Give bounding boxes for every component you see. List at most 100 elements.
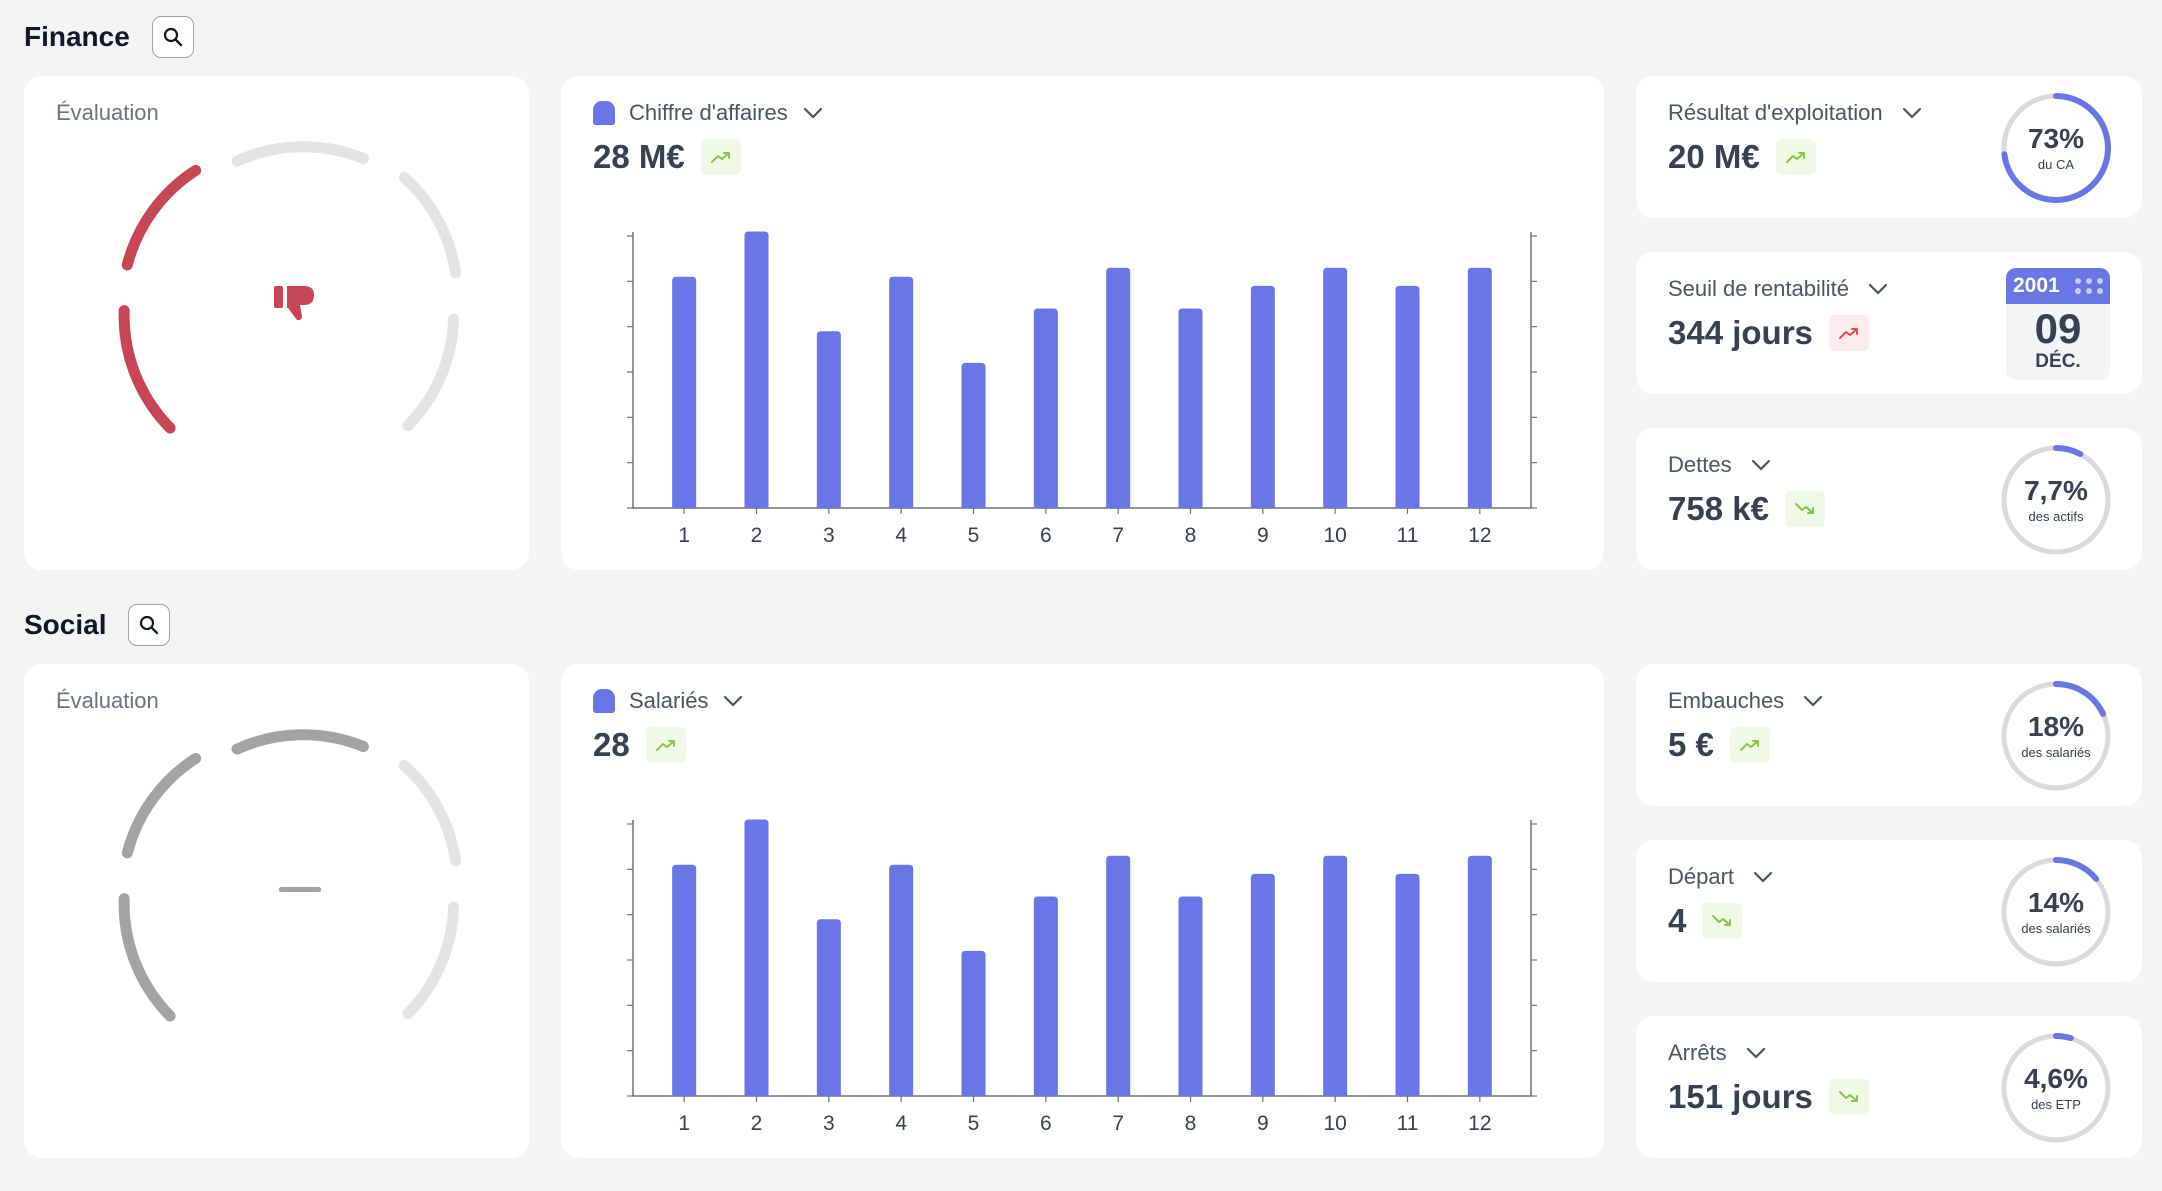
section-title-finance: Finance xyxy=(24,16,194,58)
kpi-value-row: 344 jours xyxy=(1668,314,1869,352)
chart-header[interactable]: Chiffre d'affaires xyxy=(593,100,824,126)
x-tick-label: 12 xyxy=(1468,1112,1491,1135)
kpi-label[interactable]: Embauches xyxy=(1668,688,1824,714)
chevron-down-icon xyxy=(803,107,822,119)
kpi-value: 151 jours xyxy=(1668,1078,1813,1115)
x-tick-label: 8 xyxy=(1185,1112,1197,1135)
x-tick-label: 1 xyxy=(678,524,690,547)
bar-12 xyxy=(1467,855,1492,1096)
bar-3 xyxy=(816,331,841,508)
x-tick-label: 3 xyxy=(823,1112,835,1135)
kpi-label[interactable]: Dettes xyxy=(1668,452,1772,478)
kpi-label[interactable]: Résultat d'exploitation xyxy=(1668,100,1923,126)
calendar-day: 09 xyxy=(2034,305,2082,352)
trend-badge xyxy=(1784,491,1825,527)
kpi-value: 5 € xyxy=(1668,726,1714,763)
trend-up-icon xyxy=(1785,152,1805,163)
chevron-down-icon xyxy=(1902,107,1921,119)
social-search-button[interactable] xyxy=(128,604,171,646)
finance-evaluation-card: Évaluation xyxy=(24,76,529,570)
bar-6 xyxy=(1033,308,1058,508)
trend-badge xyxy=(1828,315,1869,351)
x-tick-label: 4 xyxy=(895,524,907,547)
x-tick-label: 2 xyxy=(751,1112,763,1135)
ring-percent: 7,7% xyxy=(2024,474,2088,506)
bar-7 xyxy=(1106,855,1131,1096)
ring-caption: des actifs xyxy=(2028,508,2084,524)
kpi-label[interactable]: Seuil de rentabilité xyxy=(1668,276,1889,302)
calendar-header: 2001 xyxy=(2006,268,2110,304)
x-tick-label: 7 xyxy=(1112,1112,1124,1135)
kpi-label[interactable]: Départ xyxy=(1668,864,1774,890)
ring-progress-arc xyxy=(2001,445,2111,555)
ring-text: 14% des salariés xyxy=(1998,854,2114,970)
x-tick-label: 5 xyxy=(968,524,980,547)
kpi-card-operating-result: Résultat d'exploitation 20 M€ 73% du CA xyxy=(1636,76,2142,218)
kpi-label[interactable]: Arrêts xyxy=(1668,1040,1767,1066)
ring-progress-arc xyxy=(2001,1033,2111,1143)
section-title-label: Social xyxy=(24,609,107,640)
dash-icon xyxy=(279,887,321,892)
bar-5 xyxy=(961,950,986,1096)
revenue-bar-chart: 1 2 3 4 5 6 7 8 9 10 11 12 xyxy=(627,231,1537,547)
calendar-dots-icon xyxy=(2075,278,2103,294)
calendar-month: DÉC. xyxy=(2035,351,2081,372)
chart-metric-label: Salariés xyxy=(629,688,709,713)
kpi-card-hires: Embauches 5 € 18% des salariés xyxy=(1636,664,2142,806)
ring-percent: 18% xyxy=(2027,710,2085,742)
employees-bar-chart: 1 2 3 4 5 6 7 8 9 10 11 12 xyxy=(627,819,1537,1135)
chart-value-row: 28 M€ xyxy=(593,138,741,176)
ring-text: 73% du CA xyxy=(1998,90,2114,206)
section-title-label: Finance xyxy=(24,21,130,52)
bar-5 xyxy=(961,362,986,508)
bar-1 xyxy=(672,276,697,508)
legend-swatch xyxy=(593,689,615,713)
kpi-card-debts: Dettes 758 k€ 7,7% des actifs xyxy=(1636,428,2142,570)
x-tick-label: 7 xyxy=(1112,524,1124,547)
ring-text: 4,6% des ETP xyxy=(1998,1030,2114,1146)
chevron-down-icon xyxy=(724,695,743,707)
ring-caption: des ETP xyxy=(2031,1096,2081,1112)
trend-badge xyxy=(700,139,741,175)
kpi-label-text: Départ xyxy=(1668,864,1735,889)
trend-down-icon xyxy=(1838,1091,1858,1102)
x-tick-label: 4 xyxy=(895,1112,907,1135)
ring-text: 7,7% des actifs xyxy=(1998,442,2114,558)
ring-percent: 4,6% xyxy=(2024,1062,2088,1094)
thumbs-down-icon xyxy=(274,286,314,321)
trend-badge xyxy=(1828,1079,1869,1115)
progress-ring xyxy=(2001,681,2111,791)
kpi-card-departures: Départ 4 14% des salariés xyxy=(1636,840,2142,982)
bar-8 xyxy=(1178,896,1203,1096)
trend-up-icon xyxy=(710,152,730,163)
bar-12 xyxy=(1467,267,1492,508)
social-employees-card: Salariés 28 1 2 3 4 5 6 7 8 9 10 11 12 xyxy=(561,664,1604,1158)
kpi-value: 4 xyxy=(1668,902,1687,939)
kpi-value-row: 4 xyxy=(1668,902,1743,940)
x-tick-label: 11 xyxy=(1397,524,1419,547)
chart-header[interactable]: Salariés xyxy=(593,688,744,714)
kpi-label-text: Arrêts xyxy=(1668,1040,1727,1065)
x-tick-label: 3 xyxy=(823,524,835,547)
progress-ring xyxy=(2001,1033,2111,1143)
trend-down-icon xyxy=(1712,915,1732,926)
chevron-down-icon xyxy=(1753,871,1773,883)
finance-search-button[interactable] xyxy=(151,16,194,58)
progress-ring xyxy=(2001,857,2111,967)
x-tick-label: 10 xyxy=(1323,1112,1346,1135)
ring-progress-arc xyxy=(2001,93,2111,203)
ring-progress-arc xyxy=(2001,857,2111,967)
x-tick-label: 2 xyxy=(751,524,763,547)
evaluation-label: Évaluation xyxy=(56,688,159,713)
progress-ring xyxy=(2001,93,2111,203)
trend-down-icon xyxy=(1794,503,1814,514)
trend-badge xyxy=(645,727,686,763)
kpi-value-row: 20 M€ xyxy=(1668,138,1816,176)
kpi-value: 758 k€ xyxy=(1668,490,1769,527)
bar-2 xyxy=(744,231,769,508)
trend-up-icon xyxy=(1838,328,1858,339)
kpi-card-break-even: Seuil de rentabilité 344 jours 2001 09 D… xyxy=(1636,252,2142,394)
x-tick-label: 6 xyxy=(1040,524,1052,547)
x-tick-label: 11 xyxy=(1397,1112,1419,1135)
x-tick-label: 10 xyxy=(1323,524,1346,547)
